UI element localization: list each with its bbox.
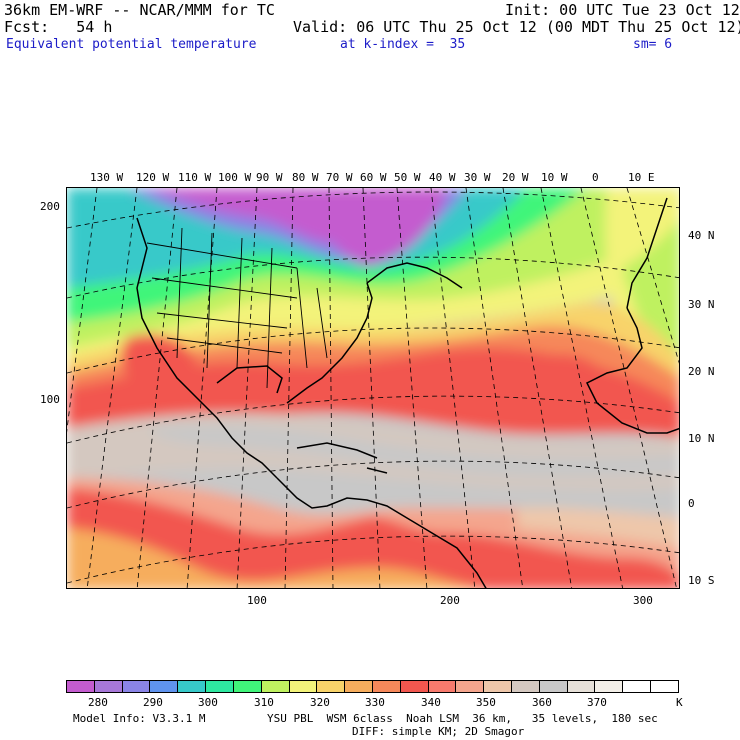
lat-label: 40 N (688, 229, 715, 242)
colorbar-label: 370 (587, 696, 607, 709)
lon-label: 40 W (429, 171, 456, 184)
physics-info: YSU PBL WSM 6class Noah LSM 36 km, 35 le… (267, 712, 658, 725)
lat-label: 10 N (688, 432, 715, 445)
lon-label: 120 W (136, 171, 170, 184)
lon-label: 50 W (394, 171, 421, 184)
colorbar-swatch (67, 681, 95, 692)
colorbar-swatch (206, 681, 234, 692)
grid-y-tick: 100 (40, 393, 60, 406)
lon-label: 100 W (218, 171, 252, 184)
grid-x-tick: 200 (440, 594, 460, 607)
colorbar-swatch (317, 681, 346, 692)
lon-label: 70 W (326, 171, 353, 184)
grid-y-tick: 200 (40, 200, 60, 213)
colorbar-swatch (623, 681, 652, 692)
lon-label: 80 W (292, 171, 319, 184)
colorbar-swatch (289, 681, 318, 692)
lon-label: 130 W (90, 171, 124, 184)
colorbar-label: 300 (198, 696, 218, 709)
colorbar-swatch (512, 681, 540, 692)
lat-label: 0 (688, 497, 695, 510)
colorbar-label: 360 (532, 696, 552, 709)
colorbar-label: 330 (365, 696, 385, 709)
colorbar-swatch (400, 681, 429, 692)
colorbar-unit: K (676, 696, 683, 709)
colorbar-swatch (567, 681, 596, 692)
smoothing-label: sm= 6 (633, 37, 673, 52)
colorbar-label: 310 (254, 696, 274, 709)
colorbar-swatch (233, 681, 262, 692)
lat-label: 30 N (688, 298, 715, 311)
grid-x-tick: 300 (633, 594, 653, 607)
colorbar-label: 290 (143, 696, 163, 709)
colorbar-label: 320 (310, 696, 330, 709)
field-label: Equivalent potential temperature (6, 37, 257, 52)
lon-label: 0 (592, 171, 599, 184)
lon-label: 20 W (502, 171, 529, 184)
lon-label: 90 W (256, 171, 283, 184)
grid-x-tick: 100 (247, 594, 267, 607)
colorbar-label: 350 (476, 696, 496, 709)
model-info: Model Info: V3.3.1 M (73, 712, 206, 725)
model-title: 36km EM-WRF -- NCAR/MMM for TC (4, 1, 275, 19)
colorbar-swatch (345, 681, 373, 692)
lon-label: 60 W (360, 171, 387, 184)
lat-label: 20 N (688, 365, 715, 378)
colorbar-swatch (150, 681, 179, 692)
colorbar-swatch (178, 681, 207, 692)
colorbar-swatch (539, 681, 568, 692)
lon-label: 110 W (178, 171, 212, 184)
colorbar (66, 680, 679, 693)
colorbar-label: 340 (421, 696, 441, 709)
diffusion-info: DIFF: simple KM; 2D Smagor (352, 725, 525, 738)
colorbar-swatch (595, 681, 624, 692)
map-field (67, 188, 679, 588)
lat-label: 10 S (688, 574, 715, 587)
colorbar-swatch (94, 681, 123, 692)
forecast-hour: Fcst: 54 h (4, 18, 113, 36)
colorbar-swatch (484, 681, 512, 692)
colorbar-label: 280 (88, 696, 108, 709)
colorbar-swatch (651, 681, 678, 692)
lon-label: 10 W (541, 171, 568, 184)
valid-time: Valid: 06 UTC Thu 25 Oct 12 (00 MDT Thu … (293, 18, 740, 36)
init-time: Init: 00 UTC Tue 23 Oct 12 (505, 1, 740, 19)
theta-e-map (66, 187, 680, 589)
kindex-label: at k-index = 35 (340, 37, 466, 52)
colorbar-swatch (261, 681, 290, 692)
lon-label: 10 E (628, 171, 655, 184)
lon-label: 30 W (464, 171, 491, 184)
colorbar-swatch (372, 681, 401, 692)
colorbar-swatch (456, 681, 485, 692)
colorbar-swatch (122, 681, 151, 692)
colorbar-swatch (428, 681, 457, 692)
